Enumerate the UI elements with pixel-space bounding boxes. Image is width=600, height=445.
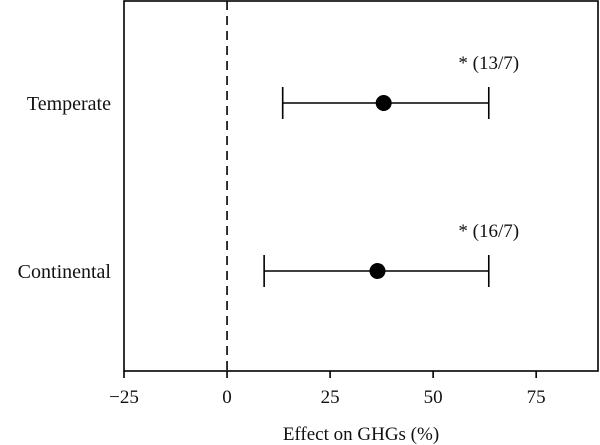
category-label: Continental <box>18 261 112 283</box>
plot-frame <box>123 0 599 372</box>
data-marks: * (13/7) * (16/7) <box>263 53 519 287</box>
x-axis-title: Effect on GHGs (%) <box>283 424 439 445</box>
x-tick-label: 50 <box>424 387 443 408</box>
x-tick-label: 25 <box>321 387 340 408</box>
mean-point <box>369 263 386 279</box>
category-label: Temperate <box>27 93 111 115</box>
category-labels: Temperate Continental <box>18 93 112 283</box>
x-tick-label: 75 <box>527 387 546 408</box>
significance-annotation: * (13/7) <box>458 53 519 74</box>
mean-point <box>375 95 392 111</box>
x-axis-ticks: −25 0 25 50 75 <box>109 371 546 408</box>
x-tick-label: −25 <box>109 387 139 408</box>
x-tick-label: 0 <box>222 387 232 408</box>
significance-annotation: * (16/7) <box>458 221 519 242</box>
